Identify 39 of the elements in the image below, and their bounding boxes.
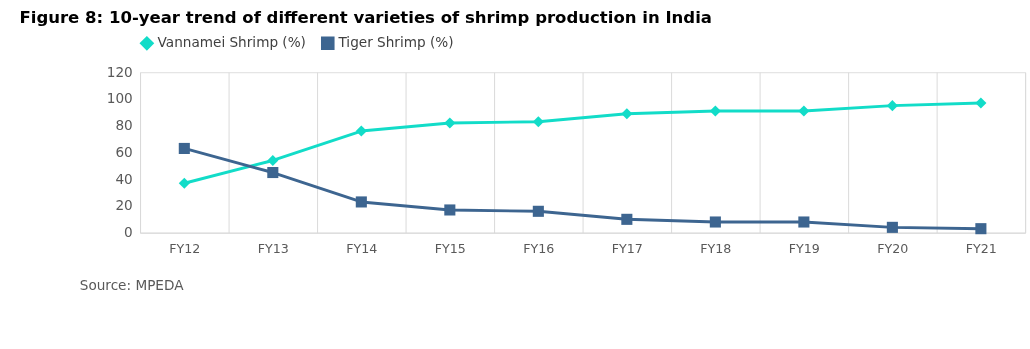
source-note: Source: MPEDA <box>79 277 185 294</box>
x-tick-label: FY15 <box>434 240 466 256</box>
point <box>178 177 190 189</box>
x-tick-label: FY21 <box>965 240 997 256</box>
point <box>267 154 279 167</box>
x-tick-label: FY14 <box>346 240 378 256</box>
point <box>267 166 279 179</box>
y-tick-label: 120 <box>106 63 133 80</box>
point <box>886 100 898 112</box>
y-tick-label: 40 <box>115 170 133 187</box>
y-tick-label: 20 <box>115 197 133 214</box>
point <box>444 204 456 216</box>
point <box>532 116 544 128</box>
point <box>886 221 898 233</box>
point <box>532 205 544 217</box>
x-tick-label: FY20 <box>877 240 909 256</box>
point <box>178 142 190 154</box>
x-tick-label: FY18 <box>700 240 732 256</box>
x-tick-label: FY17 <box>611 240 643 256</box>
point <box>798 216 810 228</box>
x-tick-label: FY12 <box>169 240 201 256</box>
x-tick-label: FY13 <box>257 240 289 256</box>
point <box>975 97 987 109</box>
y-tick-label: 60 <box>115 143 133 160</box>
point <box>975 223 987 235</box>
point <box>444 117 456 129</box>
chart-title: Figure 8: 10-year trend of different varieties of shrimp production in India <box>19 7 712 27</box>
point <box>709 216 721 228</box>
y-tick-label: 100 <box>106 90 133 107</box>
x-tick-label: FY16 <box>523 240 555 256</box>
y-tick-label: 80 <box>115 117 133 134</box>
x-tick-label: FY19 <box>788 240 820 256</box>
legend-label: Vannamei Shrimp (%) <box>157 34 306 51</box>
point <box>355 125 367 137</box>
point <box>621 213 633 225</box>
y-tick-label: 0 <box>124 224 133 241</box>
legend-label: Tiger Shrimp (%) <box>337 34 454 51</box>
point <box>355 196 367 208</box>
point <box>798 105 810 117</box>
